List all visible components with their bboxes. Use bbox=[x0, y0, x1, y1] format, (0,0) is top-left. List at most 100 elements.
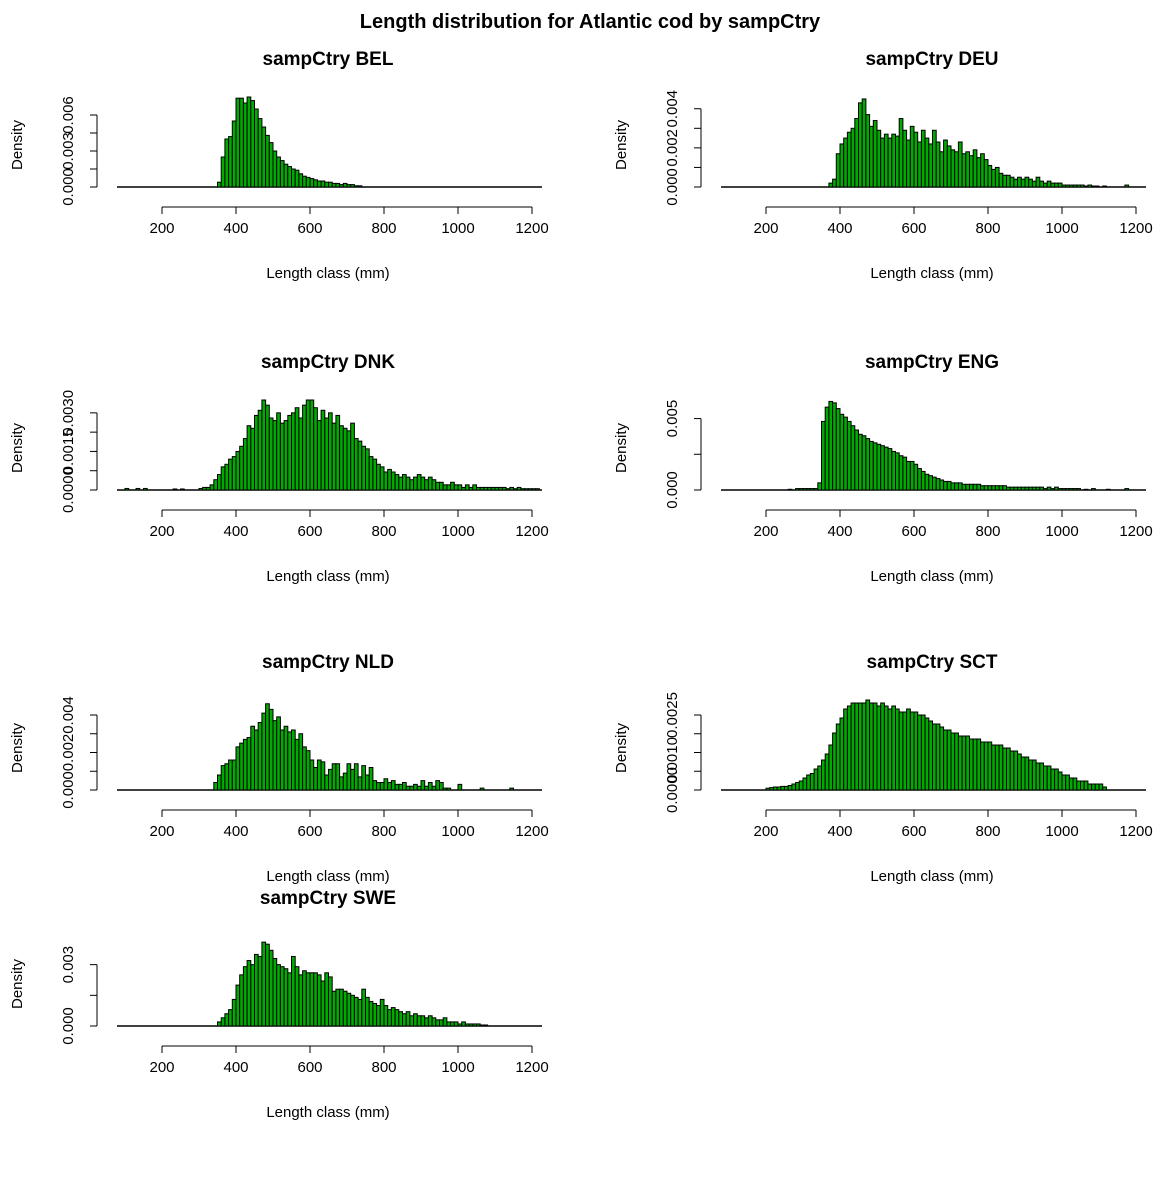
histogram-bar bbox=[483, 1024, 489, 1027]
histogram-bar bbox=[1080, 184, 1085, 188]
histogram-bar bbox=[846, 705, 852, 791]
x-tick-label: 400 bbox=[223, 1059, 248, 1076]
histogram-panel: sampCtry ENG 200 400 600 800 1000 1200 Length c… bbox=[613, 352, 1153, 585]
histogram-bar bbox=[1072, 777, 1078, 791]
histogram-bar bbox=[920, 714, 926, 791]
histogram-bar bbox=[913, 463, 919, 491]
y-tick-label: 0.004 bbox=[60, 696, 77, 734]
histogram-bar bbox=[309, 399, 315, 491]
y-axis-label: Density bbox=[9, 958, 26, 1009]
histogram-bar bbox=[250, 725, 256, 791]
histogram-bar bbox=[980, 153, 985, 188]
histogram-bar bbox=[305, 972, 311, 1027]
panel-title: sampCtry ENG bbox=[865, 352, 999, 373]
histogram-bar bbox=[806, 488, 811, 491]
histogram-bar bbox=[365, 774, 370, 791]
x-tick-label: 200 bbox=[149, 523, 174, 540]
histogram-bar bbox=[390, 471, 396, 491]
histogram-bar bbox=[965, 483, 970, 491]
histogram-bar bbox=[416, 474, 422, 491]
x-axis-label: Length class (mm) bbox=[870, 868, 993, 885]
histogram-bar bbox=[1009, 176, 1015, 188]
histogram-bar bbox=[872, 442, 878, 491]
histogram-bar bbox=[891, 705, 896, 791]
histogram-bar bbox=[331, 422, 337, 491]
histogram-bar bbox=[806, 774, 811, 791]
histogram-bar bbox=[220, 765, 226, 791]
histogram-bar bbox=[1091, 185, 1096, 188]
histogram-bar bbox=[1061, 488, 1067, 491]
histogram-bar bbox=[405, 1011, 411, 1027]
histogram-bar bbox=[920, 470, 926, 491]
histogram-bar bbox=[858, 102, 863, 188]
histogram-bar bbox=[424, 479, 429, 491]
histogram-bar bbox=[527, 488, 533, 491]
histogram-bar bbox=[832, 402, 837, 491]
histogram-bar bbox=[453, 484, 459, 491]
histogram-bar bbox=[287, 414, 292, 491]
histogram-bar bbox=[880, 702, 885, 791]
histogram-bar bbox=[1002, 485, 1007, 491]
histogram-bar bbox=[254, 953, 259, 1027]
histogram-bar bbox=[1031, 180, 1037, 188]
histogram-bar bbox=[987, 741, 993, 791]
y-axis-label: Density bbox=[613, 722, 630, 773]
histogram-bar bbox=[390, 1007, 396, 1027]
x-tick-label: 1200 bbox=[1119, 523, 1152, 540]
histogram-bar bbox=[1024, 486, 1030, 491]
histogram-bar bbox=[932, 129, 937, 188]
histogram-bar bbox=[368, 767, 374, 791]
histogram-bar bbox=[987, 485, 993, 491]
histogram-bar bbox=[1035, 176, 1041, 188]
histogram-bar bbox=[265, 703, 270, 791]
histogram-bar bbox=[1031, 759, 1037, 791]
x-tick-label: 800 bbox=[371, 1059, 396, 1076]
histogram-bar bbox=[935, 723, 941, 791]
histogram-bar bbox=[457, 1023, 463, 1027]
y-axis-label: Density bbox=[9, 722, 26, 773]
histogram-bar bbox=[946, 145, 952, 188]
histogram-bar bbox=[1076, 184, 1082, 188]
histogram-bar bbox=[1002, 174, 1007, 188]
histogram-bar bbox=[268, 708, 274, 791]
histogram-bar bbox=[1054, 768, 1059, 791]
histogram-bar bbox=[1098, 783, 1104, 791]
histogram-bar bbox=[1043, 765, 1048, 791]
histogram-bar bbox=[342, 772, 348, 791]
histogram-bar bbox=[368, 456, 374, 491]
histogram-bar bbox=[994, 166, 1000, 188]
histogram-bar bbox=[372, 780, 378, 791]
histogram-bar bbox=[228, 1009, 233, 1027]
histogram-bar bbox=[379, 466, 385, 491]
histogram-bar bbox=[1017, 753, 1022, 791]
histogram-bar bbox=[1043, 182, 1048, 188]
x-tick-label: 1000 bbox=[441, 1059, 474, 1076]
figure-title: Length distribution for Atlantic cod by … bbox=[360, 11, 821, 33]
x-tick-label: 1200 bbox=[515, 1059, 548, 1076]
x-tick-label: 600 bbox=[901, 220, 926, 237]
histogram-bar bbox=[494, 486, 500, 491]
histogram-bar bbox=[872, 119, 878, 188]
histogram-bar bbox=[832, 732, 837, 791]
y-tick-label: 0.0015 bbox=[60, 428, 77, 474]
histogram-bar bbox=[865, 699, 871, 791]
histogram-bar bbox=[898, 455, 904, 491]
histogram-bar bbox=[917, 714, 922, 791]
histogram-bar bbox=[957, 735, 963, 791]
histogram-bar bbox=[887, 448, 893, 491]
histogram-bar bbox=[298, 417, 304, 491]
histogram-bar bbox=[809, 773, 815, 791]
histogram-bar bbox=[850, 702, 856, 791]
histogram-bar bbox=[1105, 488, 1111, 491]
histogram-bar bbox=[302, 175, 307, 188]
histogram-bar bbox=[1054, 486, 1059, 491]
histogram-bar bbox=[1009, 750, 1015, 791]
histogram-bar bbox=[772, 786, 778, 791]
histogram-bar bbox=[487, 486, 492, 491]
histogram-bar bbox=[205, 486, 211, 491]
histogram-bar bbox=[335, 414, 341, 491]
x-tick-label: 1200 bbox=[1119, 220, 1152, 237]
histogram-bar bbox=[346, 430, 352, 491]
histogram-bar bbox=[424, 785, 429, 791]
histogram-bar bbox=[246, 960, 252, 1027]
